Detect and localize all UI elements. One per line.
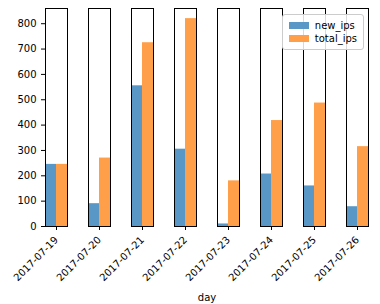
svg-text:100: 100 <box>17 195 36 206</box>
svg-text:2017-07-26: 2017-07-26 <box>312 234 361 283</box>
html-text:total_ips: total_ips <box>314 33 357 44</box>
svg-text:2017-07-22: 2017-07-22 <box>140 234 189 283</box>
svg-text:2017-07-23: 2017-07-23 <box>183 234 232 283</box>
svg-text:200: 200 <box>17 170 36 181</box>
svg-text:400: 400 <box>17 119 36 130</box>
html-text:new_ips: new_ips <box>314 20 355 31</box>
svg-text:2017-07-25: 2017-07-25 <box>269 234 318 283</box>
svg-text:0: 0 <box>30 221 36 232</box>
svg-text:800: 800 <box>17 18 36 29</box>
svg-text:day: day <box>198 292 216 303</box>
svg-text:500: 500 <box>17 94 36 105</box>
svg-text:2017-07-20: 2017-07-20 <box>54 234 103 283</box>
svg-text:2017-07-21: 2017-07-21 <box>97 234 146 283</box>
svg-text:300: 300 <box>17 145 36 156</box>
svg-text:2017-07-24: 2017-07-24 <box>226 234 275 283</box>
svg-text:700: 700 <box>17 43 36 54</box>
svg-text:600: 600 <box>17 69 36 80</box>
svg-text:2017-07-19: 2017-07-19 <box>11 234 60 283</box>
